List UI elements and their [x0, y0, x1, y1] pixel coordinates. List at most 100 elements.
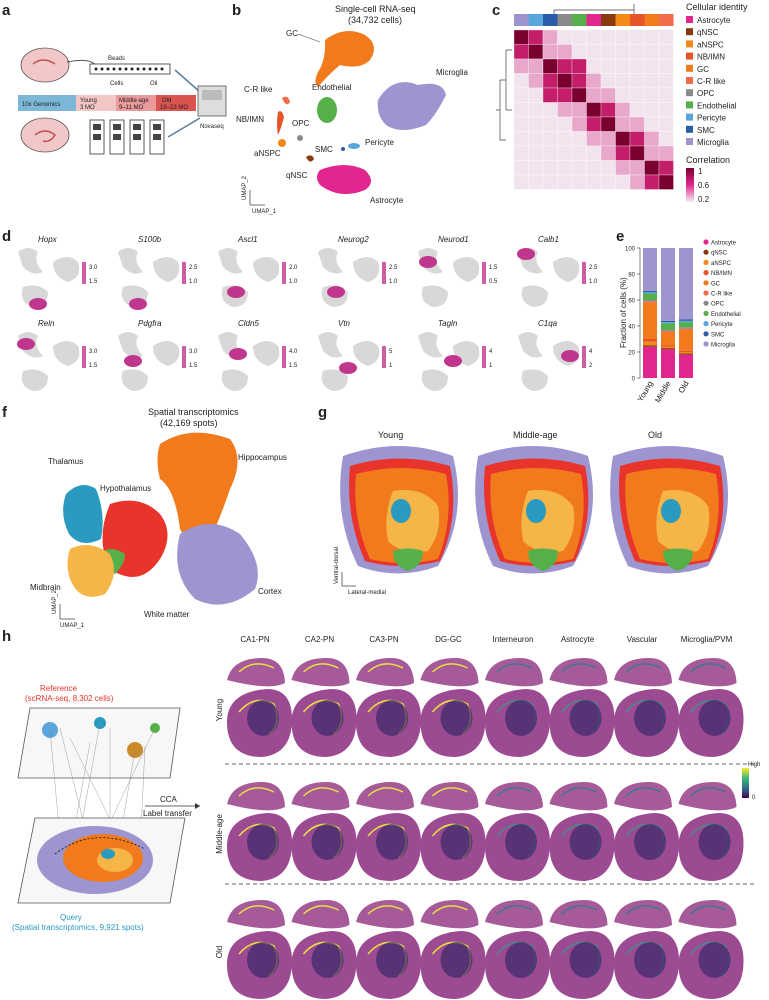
- gene-name: Calb1: [538, 235, 559, 244]
- heatmap-cell: [513, 87, 529, 103]
- label-white-matter: White matter: [144, 610, 190, 619]
- heatmap-cell: [658, 87, 674, 103]
- correlation-heatmap: [513, 29, 674, 190]
- panel-f-subtitle: (42,169 spots): [160, 418, 218, 428]
- heatmap-cell: [600, 87, 616, 103]
- heatmap-cell: [542, 116, 558, 132]
- histology-thumb: [614, 782, 679, 881]
- panel-b-subtitle: (34,732 cells): [348, 15, 402, 25]
- label-hypothalamus: Hypothalamus: [100, 484, 151, 493]
- panel-g-spatial-maps: Ventral-dorsal Lateral-medial Young Middl…: [334, 430, 728, 596]
- midbrain-region: [386, 490, 440, 553]
- expression-colorbar: [82, 346, 86, 368]
- heatmap-cell: [615, 73, 631, 89]
- midbrain-region: [656, 490, 710, 553]
- colorbar-hi: 2.5: [389, 265, 398, 271]
- panel-label-e: e: [616, 228, 625, 245]
- column-header: Interneuron: [493, 635, 534, 644]
- bar-segment-pericyte: [643, 292, 657, 294]
- feature-plot-vtn: Vtn 5 1: [318, 319, 393, 391]
- legend-title-identity: Cellular identity: [686, 2, 748, 12]
- heatmap-cell: [528, 87, 544, 103]
- bar-segment-nb-imn: [661, 345, 675, 347]
- heatmap-cell: [586, 131, 602, 147]
- bar-segment-smc: [679, 319, 693, 321]
- column-header: Microglia/PVM: [681, 635, 733, 644]
- colorbar-lo: 1.0: [389, 279, 398, 285]
- heatmap-cell: [658, 58, 674, 74]
- row-label-young: Young: [215, 699, 224, 721]
- heatmap-cell: [600, 58, 616, 74]
- expression-hotspot: [419, 256, 437, 268]
- feature-plot-pdgfra: Pdgfra 3.0 1.5: [118, 319, 198, 391]
- colorbar-lo: 1.0: [189, 279, 198, 285]
- expression-hotspot: [339, 362, 357, 374]
- legend-label-e: OPC: [711, 302, 725, 308]
- colorbar-low: 0: [752, 795, 756, 801]
- heatmap-cell: [586, 29, 602, 45]
- bar-segment-gc: [661, 332, 675, 346]
- panel-b-title: Single-cell RNA-seq: [335, 4, 416, 14]
- histology-thumb: [549, 900, 615, 999]
- column-header: Vascular: [627, 635, 658, 644]
- histology-thumb: [227, 900, 292, 999]
- column-header: CA3-PN: [369, 635, 399, 644]
- heatmap-cell: [586, 58, 602, 74]
- axis-lateral-medial: Lateral-medial: [348, 590, 386, 596]
- heatmap-cell: [600, 145, 616, 161]
- heatmap-cell: [644, 29, 660, 45]
- heatmap-cell: [542, 160, 558, 176]
- gene-name: Cldn5: [238, 319, 259, 328]
- feature-plot-ascl1: Ascl1 2.0 1.0: [218, 235, 298, 307]
- strip-cell: [630, 14, 645, 26]
- histology-thumb: [420, 658, 486, 757]
- histology-thumb: [614, 900, 679, 999]
- panel-e-bar-chart: Fraction of cells (%) 020406080100YoungM…: [619, 239, 741, 403]
- cluster-astrocyte: [317, 165, 371, 194]
- heatmap-cell: [557, 29, 573, 45]
- heatmap-cell: [658, 116, 674, 132]
- gene-name: Tagln: [438, 319, 458, 328]
- microfluidic-chip: [89, 63, 171, 75]
- heatmap-cell: [571, 87, 587, 103]
- heatmap-cell: [615, 174, 631, 190]
- strip-cell: [601, 14, 616, 26]
- heatmap-cell: [557, 73, 573, 89]
- expression-hotspot: [227, 286, 245, 298]
- strip-cell: [528, 14, 543, 26]
- panel-label-b: b: [232, 2, 242, 19]
- heatmap-cell: [658, 174, 674, 190]
- row-label-middle-age: Middle-age: [215, 814, 224, 854]
- legend-label-e: Pericyte: [711, 322, 733, 328]
- thalamus-region: [526, 499, 546, 523]
- bar-segment-endothelial: [643, 293, 657, 300]
- label-hippocampus: Hippocampus: [238, 453, 287, 462]
- legend-label-e: Astrocyte: [711, 241, 737, 247]
- feature-plot-neurog2: Neurog2 2.5 1.0: [318, 235, 398, 307]
- heatmap-cell: [528, 116, 544, 132]
- histology-thumb: [614, 658, 679, 757]
- colorbar-lo: 1.0: [289, 279, 298, 285]
- bar-segment-endothelial: [661, 323, 675, 330]
- expression-hotspot: [124, 355, 142, 367]
- y-tick-label-e: 80: [628, 273, 635, 279]
- axis-umap1-f: UMAP_1: [60, 623, 85, 629]
- heatmap-cell: [600, 174, 616, 190]
- heatmap-cell: [586, 174, 602, 190]
- heatmap-cell: [600, 102, 616, 118]
- gene-name: Ascl1: [237, 235, 258, 244]
- heatmap-cell: [644, 174, 660, 190]
- heatmap-cell: [644, 102, 660, 118]
- panel-d-feature-plots: Hopx 3.0 1.5 S100b 2.5 1.0 Ascl1 2.0 1.0 Neurog2 2…: [17, 235, 598, 391]
- legend-swatch: [686, 101, 693, 109]
- heatmap-cell: [600, 116, 616, 132]
- colorbar-hi: 2.5: [189, 265, 198, 271]
- colorbar-tick-02: 0.2: [698, 195, 710, 204]
- histology-thumb: [549, 658, 615, 757]
- colorbar-hi: 3.0: [189, 349, 198, 355]
- heatmap-cell: [528, 102, 544, 118]
- heatmap-cell: [615, 145, 631, 161]
- svg-text:3 MO: 3 MO: [80, 105, 95, 111]
- heatmap-cell: [542, 145, 558, 161]
- colorbar-lo: 1: [489, 363, 493, 369]
